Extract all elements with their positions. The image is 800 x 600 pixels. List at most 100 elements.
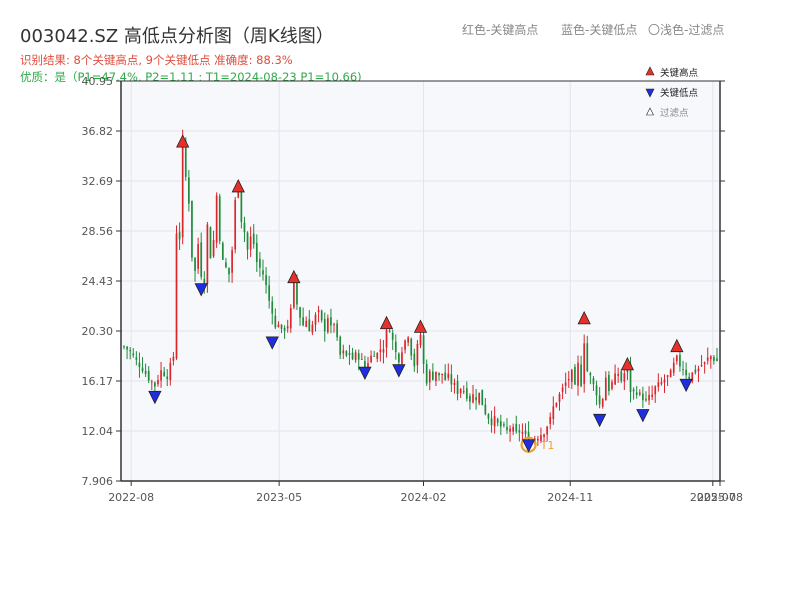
candle-body <box>280 324 283 329</box>
axes: 7.906 12.04 16.17 20.30 24.43 28.56 32.69 36.82… <box>82 75 743 504</box>
key-high-marker <box>231 179 245 193</box>
key-low-marker <box>265 336 279 350</box>
candle-body <box>314 314 317 325</box>
candle-body <box>580 364 582 386</box>
candle-body <box>330 317 332 326</box>
candle-body <box>178 231 181 240</box>
candle-body <box>450 374 453 385</box>
candle-body <box>243 222 246 233</box>
candle-body <box>206 224 209 284</box>
key-high-marker <box>287 269 301 284</box>
candle-body <box>518 430 521 433</box>
x-tick-label: 2024-02 <box>401 491 447 504</box>
key-low-marker <box>521 439 536 453</box>
candle-body <box>617 373 620 376</box>
candle-body <box>422 335 425 365</box>
candle-body <box>203 278 206 287</box>
candle-body <box>342 350 345 354</box>
candle-body <box>163 371 166 376</box>
candle-body <box>611 381 613 389</box>
candle-body <box>305 320 308 327</box>
candle-body <box>181 137 184 238</box>
candle-body <box>197 244 199 269</box>
candle-body <box>487 414 490 419</box>
candle-body <box>394 341 397 353</box>
candle-body <box>598 395 601 405</box>
candle-body <box>416 343 419 366</box>
candle-body <box>237 189 240 198</box>
candle-body <box>555 403 558 407</box>
candle-body <box>354 352 357 361</box>
candle-body <box>688 376 691 379</box>
candle-body <box>669 369 672 378</box>
candle-body <box>221 243 224 260</box>
y-tick-label: 40.95 <box>82 75 114 88</box>
candle-body <box>691 372 694 382</box>
candle-body <box>465 388 468 399</box>
candle-body <box>308 319 311 332</box>
candle-body <box>259 259 261 268</box>
candle-body <box>638 392 641 395</box>
candle-body <box>129 350 132 352</box>
x-tick-label: 2025-07 <box>690 491 736 504</box>
candle-body <box>499 421 502 427</box>
candle-body <box>317 310 320 313</box>
candle-body <box>231 250 233 273</box>
legend-blue-text: 蓝色-关键低点 <box>561 23 638 37</box>
legend-high-marker <box>645 66 655 76</box>
candle-body <box>126 346 128 350</box>
candle-body <box>459 388 462 394</box>
candle-body <box>425 364 428 384</box>
candle-body <box>481 389 484 406</box>
candle-body <box>234 199 237 250</box>
candle-body <box>225 262 227 268</box>
candle-body <box>212 239 215 257</box>
candle-body <box>413 353 416 367</box>
candle-body <box>512 426 515 432</box>
y-tick-label: 7.906 <box>82 475 114 488</box>
candle-body <box>592 378 595 385</box>
key-high-marker <box>413 319 428 333</box>
candle-body <box>561 387 564 392</box>
key-low-marker <box>358 366 372 381</box>
candle-body <box>218 196 221 241</box>
candle-body <box>299 307 301 318</box>
candle-body <box>351 352 354 360</box>
candle-body <box>503 424 505 426</box>
candle-body <box>462 391 465 393</box>
candle-body <box>215 195 218 243</box>
key-high-marker <box>670 338 684 353</box>
candle-body <box>651 394 653 397</box>
y-tick-label: 20.30 <box>82 325 114 338</box>
y-tick-label: 24.43 <box>82 275 114 288</box>
candle-body <box>286 326 289 329</box>
candle-body <box>648 394 650 401</box>
key-low-marker <box>392 364 406 378</box>
candle-body <box>326 318 329 333</box>
candle-body <box>296 278 298 305</box>
y-tick-label: 36.82 <box>82 125 114 138</box>
candle-body <box>574 366 576 385</box>
candle-body <box>475 397 477 401</box>
candle-body <box>123 346 125 348</box>
key-low-marker <box>592 413 607 428</box>
candle-body <box>654 386 657 395</box>
x-tick-label: 2023-05 <box>256 491 302 504</box>
candle-body <box>635 392 638 395</box>
candle-body <box>289 307 292 329</box>
candle-body <box>666 375 669 377</box>
candle-body <box>496 419 499 423</box>
candle-body <box>453 382 456 385</box>
candle-body <box>333 324 335 326</box>
candle-body <box>435 371 437 382</box>
y-tick-label: 28.56 <box>82 225 114 238</box>
candle-body <box>348 353 351 355</box>
candles <box>123 129 718 446</box>
candle-body <box>447 373 450 379</box>
candle-body <box>419 334 422 346</box>
candle-body <box>645 398 647 401</box>
candle-body <box>583 343 586 384</box>
candle-body <box>642 393 644 401</box>
legend-entry-label: 关键高点 <box>660 67 699 79</box>
